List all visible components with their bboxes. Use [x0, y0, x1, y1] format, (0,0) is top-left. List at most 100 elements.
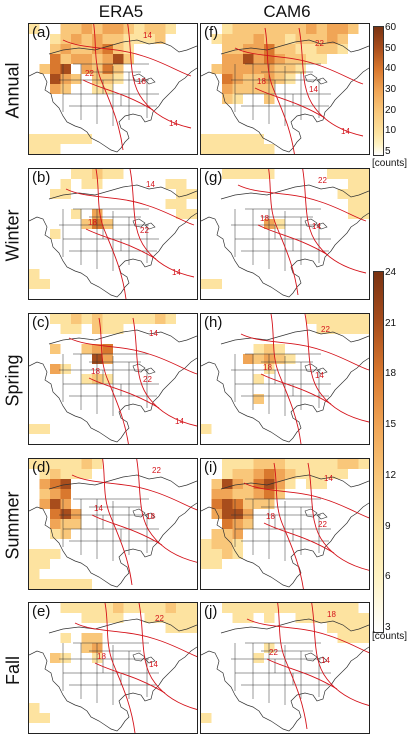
heat-cell [201, 144, 212, 154]
colorbar-annual-tick-label: 5 [385, 146, 391, 157]
panel-label: (b) [32, 169, 51, 186]
contour-line [263, 522, 335, 554]
heat-cell [29, 713, 40, 723]
heat-cell [186, 189, 197, 199]
heat-cell [39, 579, 50, 589]
heat-cell [232, 509, 243, 519]
heat-cell [295, 613, 306, 623]
heat-cell [316, 24, 327, 34]
heat-cell [144, 24, 155, 34]
heat-cell [211, 279, 222, 289]
heat-cell [81, 344, 92, 354]
coastline [29, 502, 197, 588]
heat-cell [81, 613, 92, 623]
heat-cell [264, 34, 275, 44]
map-panel-b: 14 18 22 14 (b) [28, 168, 198, 300]
heat-cell [306, 44, 317, 54]
heat-cell [102, 344, 113, 354]
heat-cell [81, 643, 92, 653]
heat-cell [253, 653, 264, 663]
heat-cell [102, 84, 113, 94]
heat-cell [50, 519, 61, 529]
heat-cell [253, 64, 264, 74]
heat-cell [165, 179, 176, 189]
heat-cell [81, 579, 92, 589]
heat-cell [232, 519, 243, 529]
contour-label: 22 [140, 226, 149, 235]
heat-cell [50, 84, 61, 94]
heat-cell [29, 459, 40, 469]
heat-cell [39, 279, 50, 289]
heat-cell [60, 54, 71, 64]
heat-cell [50, 344, 61, 354]
contour-label: 14 [143, 31, 152, 40]
heat-cell [337, 623, 348, 633]
heat-cell [134, 34, 145, 44]
column-title-era5: ERA5 [98, 2, 144, 21]
heat-cell [60, 529, 71, 539]
heat-cell [176, 189, 187, 199]
heat-cell [50, 229, 61, 239]
heat-cell [264, 469, 275, 479]
heat-cell [222, 459, 233, 469]
contour-label: 18 [146, 512, 155, 521]
heat-cell [274, 64, 285, 74]
heat-cell [295, 54, 306, 64]
heat-cell [50, 314, 61, 324]
heat-cell [358, 179, 369, 189]
heat-cell [113, 24, 124, 34]
contour-line [237, 184, 367, 222]
coastline [29, 212, 197, 298]
heat-cell [253, 354, 264, 364]
heat-cell [264, 144, 275, 154]
heat-cell [81, 64, 92, 74]
heat-cell [81, 54, 92, 64]
contour-line [68, 337, 197, 375]
contour-label: 22 [321, 325, 330, 334]
heat-cell [113, 324, 124, 334]
heat-cell [337, 24, 348, 34]
heat-cell [348, 24, 359, 34]
heat-cell [144, 34, 155, 44]
colorbar-seasonal-tick-label: 15 [385, 419, 397, 431]
heat-cell [348, 459, 359, 469]
heat-cell [243, 479, 254, 489]
heat-cell [337, 469, 348, 479]
contour-line [138, 603, 197, 710]
heat-cell [327, 324, 338, 334]
panel-label: (g) [204, 169, 223, 186]
heat-cell [243, 354, 254, 364]
heat-cell [39, 559, 50, 569]
heat-cell [39, 469, 50, 479]
heat-cell [39, 424, 50, 434]
heat-cell [50, 74, 61, 84]
heat-cell [81, 219, 92, 229]
heat-cell [243, 469, 254, 479]
heat-cell [358, 459, 369, 469]
heat-cell [306, 479, 317, 489]
heat-cell [113, 603, 124, 613]
heat-cell [165, 24, 176, 34]
contour-line [71, 474, 197, 511]
heat-cell [253, 489, 264, 499]
contour-line [88, 377, 160, 409]
heat-cell [285, 459, 296, 469]
heat-cell [71, 44, 82, 54]
contour-line [127, 24, 192, 129]
heat-cell [232, 169, 243, 179]
heat-cell [50, 653, 61, 663]
heat-cell [348, 179, 359, 189]
heat-cell [60, 34, 71, 44]
heat-cell [222, 64, 233, 74]
heat-cell [186, 613, 197, 623]
contour-label: 18 [257, 77, 266, 86]
heat-cell [211, 509, 222, 519]
heat-cell [306, 314, 317, 324]
heat-cell [113, 64, 124, 74]
contour-label: 18 [91, 367, 100, 376]
panel-label: (d) [32, 459, 51, 476]
map-panel-f: 22 18 14 14 (f) [200, 23, 370, 155]
heat-cell [243, 603, 254, 613]
heat-cell [134, 314, 145, 324]
heat-cell [285, 469, 296, 479]
